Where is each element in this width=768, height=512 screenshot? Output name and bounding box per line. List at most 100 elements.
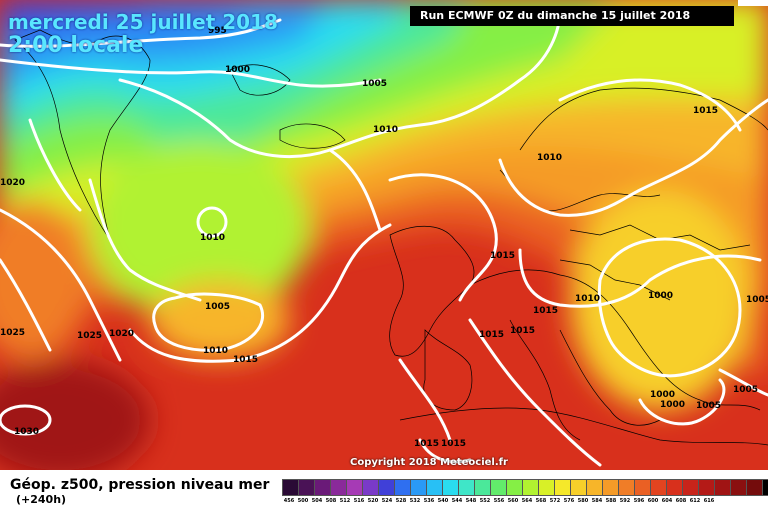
scale-swatch [442,479,459,496]
scale-tick-label: 592 [619,498,631,504]
scale-tick-label: 540 [437,498,449,504]
isobar-label: 1015 [510,326,535,336]
scale-tick-label: 560 [507,498,519,504]
geopotential-field: 995 1000 1005 1010 1010 1015 1020 1010 1… [0,0,768,470]
scale-swatch [746,479,763,496]
isobar-label: 1005 [733,385,758,395]
scale-tick-label: 548 [465,498,477,504]
scale-tick-label: 604 [661,498,673,504]
scale-swatch [714,479,731,496]
isobar-label: 1010 [373,125,398,135]
model-run-info: Run ECMWF 0Z du dimanche 15 juillet 2018 [410,6,734,26]
scale-swatch [586,479,603,496]
scale-tick-label: 556 [493,498,505,504]
isobar-label: 1000 [648,291,673,301]
scale-swatch [522,479,539,496]
isobar-label: 1015 [441,439,466,449]
scale-tick-label: 500 [297,498,309,504]
scale-swatch [346,479,363,496]
color-scale-labels: 456 500 504 508 512 516 520 524 528 532 536 540 544 5… [282,498,716,504]
scale-tick-label: 520 [367,498,379,504]
isobar-label: 1000 [660,400,685,410]
scale-tick-label: 516 [353,498,365,504]
scale-tick-label: 612 [689,498,701,504]
scale-swatch [362,479,379,496]
scale-swatch [506,479,523,496]
isobar-label: 1005 [205,302,230,312]
isobar-label: 1020 [109,329,134,339]
isobar-label: 1010 [537,153,562,163]
scale-swatch [474,479,491,496]
scale-swatch [554,479,571,496]
scale-swatch [490,479,507,496]
scale-tick-label: 536 [423,498,435,504]
scale-swatch [634,479,651,496]
isobar-label: 1010 [203,346,228,356]
scale-swatch [410,479,427,496]
scale-tick-label: 616 [703,498,715,504]
scale-tick-label: 572 [549,498,561,504]
isobar-label: 995 [208,26,227,36]
scale-tick-label: 588 [605,498,617,504]
scale-swatch [650,479,667,496]
scale-swatch [330,479,347,496]
scale-tick-label: 596 [633,498,645,504]
scale-tick-label: 508 [325,498,337,504]
isobar-label: 1030 [14,427,39,437]
forecast-time: 2:00 locale [8,33,144,58]
scale-swatch [730,479,747,496]
isobar-label: 1015 [490,251,515,261]
scale-swatch [682,479,699,496]
isobar-label: 1000 [650,390,675,400]
isobar-label: 1015 [233,355,258,365]
scale-tick-label: 552 [479,498,491,504]
isobar-label: 1025 [0,328,25,338]
isobar-label: 1025 [77,331,102,341]
scale-swatch [458,479,475,496]
scale-tick-label: 524 [381,498,393,504]
scale-tick-label: 568 [535,498,547,504]
isobar-label: 1015 [693,106,718,116]
scale-tick-label: 580 [577,498,589,504]
legend-subtitle: (+240h) [16,493,67,506]
isobar-label: 1005 [362,79,387,89]
scale-swatch [618,479,635,496]
map-canvas: 995 1000 1005 1010 1010 1015 1020 1010 1… [0,0,768,470]
scale-swatch [314,479,331,496]
scale-tick-label: 600 [647,498,659,504]
legend-title: Géop. z500, pression niveau mer [10,477,270,493]
scale-swatch [426,479,443,496]
isobar-label: 1015 [479,330,504,340]
copyright-text: Copyright 2018 Meteociel.fr [350,457,508,468]
isobar-label: 1005 [696,401,721,411]
scale-swatch [378,479,395,496]
scale-swatch [394,479,411,496]
isobar-label: 1005 [746,295,768,305]
scale-swatch [570,479,587,496]
scale-swatch [282,479,299,496]
scale-tick-label: 576 [563,498,575,504]
scale-tick-label: 564 [521,498,533,504]
forecast-date: mercredi 25 juillet 2018 [8,10,278,34]
isobars [0,8,768,467]
isobar-label: 1015 [414,439,439,449]
scale-tick-label: 544 [451,498,463,504]
scale-tick-label: 456 [283,498,295,504]
scale-tick-label: 584 [591,498,603,504]
scale-tick-label: 608 [675,498,687,504]
isobar-label: 1020 [0,178,25,188]
scale-tick-label: 528 [395,498,407,504]
isobar-label: 1000 [225,65,250,75]
scale-tick-label: 512 [339,498,351,504]
scale-swatch [538,479,555,496]
color-scale [282,479,768,496]
pressure-labels: 995 1000 1005 1010 1010 1015 1020 1010 1… [0,26,768,449]
isobar-label: 1015 [533,306,558,316]
corner-mark [738,0,768,6]
scale-swatch [762,479,768,496]
isobar-label: 1010 [575,294,600,304]
scale-tick-label: 504 [311,498,323,504]
scale-tick-label: 532 [409,498,421,504]
scale-swatch [602,479,619,496]
